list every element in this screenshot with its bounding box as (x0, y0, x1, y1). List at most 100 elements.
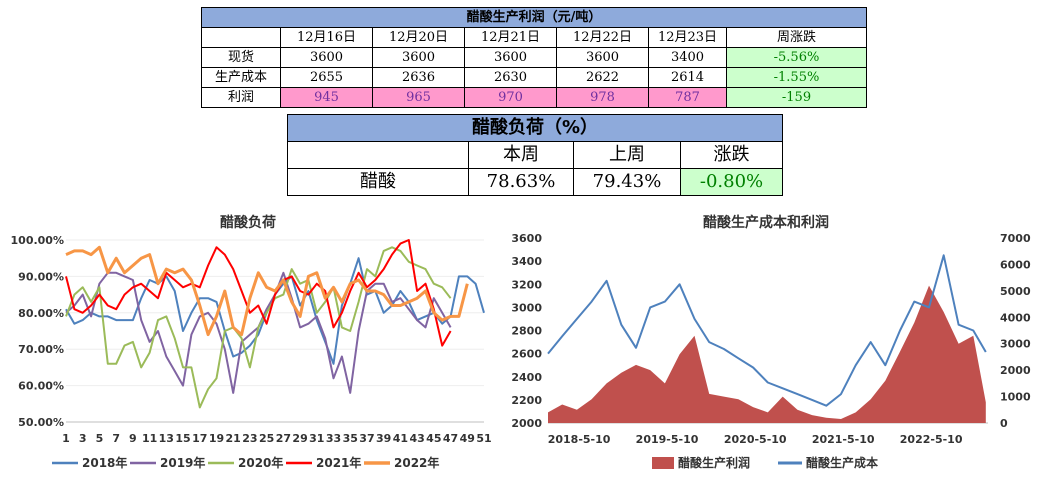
profit-cell: 965 (372, 87, 465, 108)
x-tick-label: 27 (276, 432, 291, 445)
profit-area-path (548, 285, 986, 423)
x-tick-label: 29 (292, 432, 307, 445)
profit-cell: 945 (280, 87, 373, 108)
header-cell: 12月21日 (464, 27, 557, 48)
x-tick-label: 19 (209, 432, 224, 445)
x-tick-label: 15 (175, 432, 190, 445)
cost-line-path (547, 254, 987, 407)
header-cell: 12月20日 (372, 27, 465, 48)
x-tick-label: 2021-5-10 (812, 433, 875, 446)
x-tick-label: 5 (96, 432, 104, 445)
left-y-tick-label: 3400 (511, 255, 542, 268)
row-label: 醋酸 (287, 168, 469, 196)
table-row: 生产成本 2655 2636 2630 2622 2614 -1.55% (201, 67, 867, 88)
left-y-tick-label: 2200 (511, 394, 542, 407)
legend-label: 醋酸生产利润 (678, 455, 750, 470)
legend-label: 2019年 (160, 455, 205, 470)
series-line (65, 246, 452, 409)
left-y-tick-label: 3600 (511, 232, 542, 245)
y-tick-label: 100.00% (11, 234, 64, 247)
profit-table: 醋酸生产利润（元/吨） 12月16日 12月20日 12月21日 12月22日 … (201, 7, 867, 108)
x-tick-label: 17 (192, 432, 207, 445)
right-y-tick-label: 5000 (1000, 285, 1031, 298)
y-tick-label: 70.00% (18, 343, 64, 356)
profit-cell: 787 (648, 87, 727, 108)
row-label: 生产成本 (201, 67, 281, 88)
left-y-tick-label: 2600 (511, 348, 542, 361)
left-y-tick-label: 3200 (511, 278, 542, 291)
table-row: 现货 3600 3600 3600 3600 3400 -5.56% (201, 47, 867, 68)
right-y-axis-labels: 0 1000 2000 3000 4000 5000 6000 7000 (1000, 232, 1031, 430)
x-tick-label: 25 (259, 432, 274, 445)
left-y-axis-labels: 2000 2200 2400 2600 2800 3000 3200 3400 3600 (511, 232, 542, 430)
x-tick-label: 33 (326, 432, 341, 445)
x-tick-label: 1 (62, 432, 70, 445)
corner-cell (201, 27, 281, 48)
y-tick-label: 60.00% (18, 380, 64, 393)
x-tick-label: 2020-5-10 (724, 433, 787, 446)
header-cell: 12月23日 (648, 27, 727, 48)
header-cell: 周涨跌 (726, 27, 867, 48)
value-cell: 2630 (464, 67, 557, 88)
x-tick-label: 49 (460, 432, 475, 445)
legend-label: 醋酸生产成本 (806, 455, 878, 470)
value-cell: 3400 (648, 47, 727, 68)
right-y-tick-label: 6000 (1000, 258, 1031, 271)
load-table-header-row: 本周 上周 涨跌 (287, 141, 783, 169)
y-tick-label: 80.00% (18, 307, 64, 320)
x-tick-label: 13 (159, 432, 174, 445)
table-row: 利润 945 965 970 978 787 -159 (201, 87, 867, 108)
profit-table-title: 醋酸生产利润（元/吨） (201, 7, 867, 28)
right-y-tick-label: 3000 (1000, 338, 1031, 351)
value-cell: 2614 (648, 67, 727, 88)
cost-profit-chart: 醋酸生产成本和利润 2000 2200 2400 2600 2800 3000 3200 34… (511, 214, 1031, 470)
x-tick-label: 23 (242, 432, 257, 445)
profit-cell: 978 (556, 87, 649, 108)
x-tick-label: 43 (409, 432, 424, 445)
x-tick-label: 37 (359, 432, 374, 445)
x-tick-label: 11 (142, 432, 157, 445)
series-line (65, 245, 469, 337)
profit-area (548, 285, 986, 423)
x-tick-label: 2019-5-10 (636, 433, 699, 446)
value-cell: 3600 (556, 47, 649, 68)
left-y-tick-label: 2000 (511, 417, 542, 430)
chart-title: 醋酸负荷 (220, 214, 276, 231)
x-tick-label: 35 (343, 432, 358, 445)
chart-title: 醋酸生产成本和利润 (703, 214, 829, 231)
legend: 2018年 2019年 2020年 2021年 2022年 (52, 455, 439, 470)
corner-cell (287, 141, 469, 169)
x-tick-label: 41 (393, 432, 408, 445)
x-tick-label: 21 (226, 432, 241, 445)
x-tick-label: 47 (443, 432, 458, 445)
header-cell: 12月22日 (556, 27, 649, 48)
value-cell: 2636 (372, 67, 465, 88)
legend-swatch (652, 457, 674, 469)
x-axis-labels: 1 3 5 7 9 11 13 15 17 19 21 23 25 27 29 31 33 35 37 39 41 43 4… (62, 432, 491, 445)
value-cell: 79.43% (573, 168, 681, 196)
y-axis-labels: 50.00% 60.00% 70.00% 80.00% 90.00% 100.00% (11, 234, 64, 429)
change-cell: -159 (726, 87, 867, 108)
x-tick-label: 39 (376, 432, 391, 445)
load-table-title: 醋酸负荷（%） (287, 114, 783, 142)
row-label: 现货 (201, 47, 281, 68)
series-line (65, 257, 485, 365)
row-label: 利润 (201, 87, 281, 108)
profit-table-header-row: 12月16日 12月20日 12月21日 12月22日 12月23日 周涨跌 (201, 27, 867, 48)
value-cell: 2622 (556, 67, 649, 88)
y-tick-label: 90.00% (18, 270, 64, 283)
left-y-tick-label: 2400 (511, 371, 542, 384)
right-y-tick-label: 7000 (1000, 232, 1031, 245)
value-cell: 78.63% (468, 168, 574, 196)
x-tick-label: 2022-5-10 (900, 433, 963, 446)
header-cell: 12月16日 (280, 27, 373, 48)
load-table: 醋酸负荷（%） 本周 上周 涨跌 醋酸 78.63% 79.43% -0.80% (287, 114, 783, 196)
x-tick-label: 31 (309, 432, 324, 445)
x-axis-labels: 2018-5-10 2019-5-10 2020-5-10 2021-5-10 2022… (548, 433, 963, 446)
series-lines (65, 239, 485, 409)
value-cell: 2655 (280, 67, 373, 88)
left-y-tick-label: 2800 (511, 325, 542, 338)
x-tick-label: 51 (476, 432, 491, 445)
change-cell: -0.80% (680, 168, 783, 196)
legend: 醋酸生产利润 醋酸生产成本 (652, 455, 878, 470)
